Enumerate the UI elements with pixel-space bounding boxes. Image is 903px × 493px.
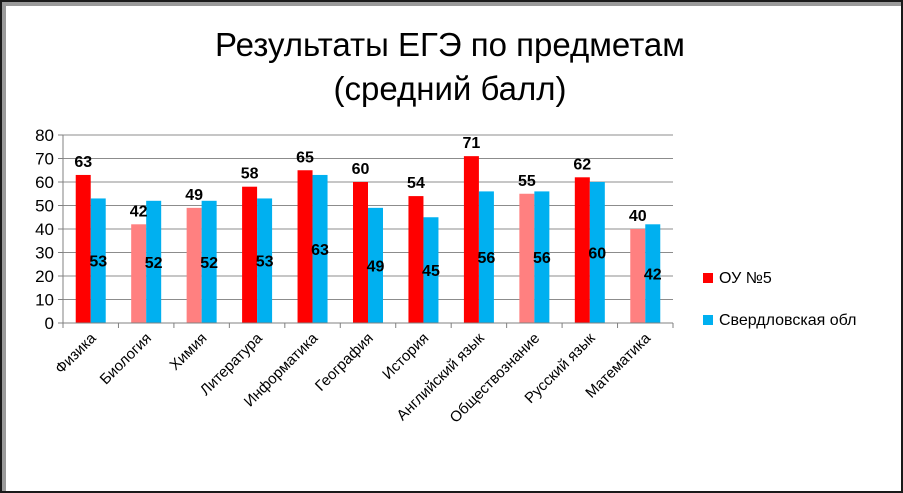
bar-series-1 <box>297 170 313 323</box>
y-tick-label: 30 <box>35 244 54 263</box>
bars <box>75 156 661 323</box>
data-label-series-1: 42 <box>130 203 148 220</box>
bar-series-1 <box>186 207 202 323</box>
data-label-series-2: 49 <box>367 258 385 275</box>
data-label-series-2: 45 <box>422 263 440 280</box>
x-tick-label: География <box>312 330 377 395</box>
bar-series-1 <box>519 193 535 323</box>
bar-series-2 <box>146 200 162 323</box>
bar-series-2 <box>201 200 217 323</box>
data-label-series-2: 53 <box>256 254 274 271</box>
data-label-series-1: 63 <box>74 154 92 171</box>
bar-series-1 <box>574 177 590 323</box>
x-tick-label: История <box>379 330 432 383</box>
data-label-series-1: 54 <box>407 175 425 192</box>
bar-series-2 <box>312 174 328 323</box>
chart-title-line-2: (средний балл) <box>334 70 567 107</box>
data-label-series-2: 53 <box>89 254 107 271</box>
data-label-series-1: 62 <box>573 156 591 173</box>
bar-series-2 <box>90 198 106 323</box>
bar-series-1 <box>630 229 646 323</box>
bar-series-2 <box>478 191 494 323</box>
data-label-series-1: 55 <box>518 173 536 190</box>
x-tick-label: Химия <box>166 330 210 374</box>
data-label-series-2: 60 <box>588 246 606 263</box>
bar-series-1 <box>353 182 368 323</box>
y-axis: 0 10 20 30 40 50 60 70 80 <box>35 126 64 333</box>
y-tick-label: 0 <box>45 314 54 333</box>
y-tick-label: 60 <box>35 173 54 192</box>
bar-series-2 <box>645 224 661 323</box>
bar-series-1 <box>75 174 91 323</box>
y-tick-label: 20 <box>35 267 54 286</box>
bar-series-2 <box>423 217 439 323</box>
data-label-series-1: 65 <box>296 149 314 166</box>
data-label-series-2: 63 <box>311 242 329 259</box>
y-tick-label: 10 <box>35 291 54 310</box>
bar-series-2 <box>534 191 550 323</box>
data-label-series-2: 52 <box>200 255 218 272</box>
y-tick-label: 40 <box>35 220 54 239</box>
x-tick-label: Биология <box>97 330 155 388</box>
legend-label-series-2: Свердловская обл <box>719 312 856 329</box>
y-tick-label: 80 <box>35 126 54 145</box>
chart-title: Результаты ЕГЭ по предметам (средний бал… <box>215 26 685 107</box>
y-tick-label: 50 <box>35 197 54 216</box>
data-labels: 63 53 42 52 49 52 58 53 65 63 60 49 54 45 71 56 55 56 62 60… <box>74 135 661 284</box>
data-label-series-2: 56 <box>478 250 496 267</box>
data-label-series-1: 71 <box>463 135 481 152</box>
bar-series-1 <box>463 156 479 323</box>
bar-series-2 <box>368 207 383 323</box>
data-label-series-1: 40 <box>629 208 647 225</box>
bar-series-1 <box>408 196 424 323</box>
legend-label-series-1: ОУ №5 <box>719 270 772 287</box>
chart-title-line-1: Результаты ЕГЭ по предметам <box>215 26 685 63</box>
data-label-series-1: 49 <box>185 187 203 204</box>
data-label-series-1: 60 <box>352 161 370 178</box>
bar-series-1 <box>242 186 258 323</box>
bar-series-1 <box>131 224 147 323</box>
legend-swatch-series-1 <box>703 273 713 283</box>
data-label-series-2: 56 <box>533 250 551 267</box>
legend-swatch-series-2 <box>703 315 713 325</box>
bar-series-2 <box>589 182 605 323</box>
data-label-series-1: 58 <box>241 166 259 183</box>
x-tick-label: Физика <box>52 329 100 377</box>
data-label-series-2: 52 <box>145 255 163 272</box>
bar-series-2 <box>257 198 273 323</box>
y-tick-label: 70 <box>35 150 54 169</box>
data-label-series-2: 42 <box>644 267 662 284</box>
legend: ОУ №5 Свердловская обл <box>703 270 856 329</box>
